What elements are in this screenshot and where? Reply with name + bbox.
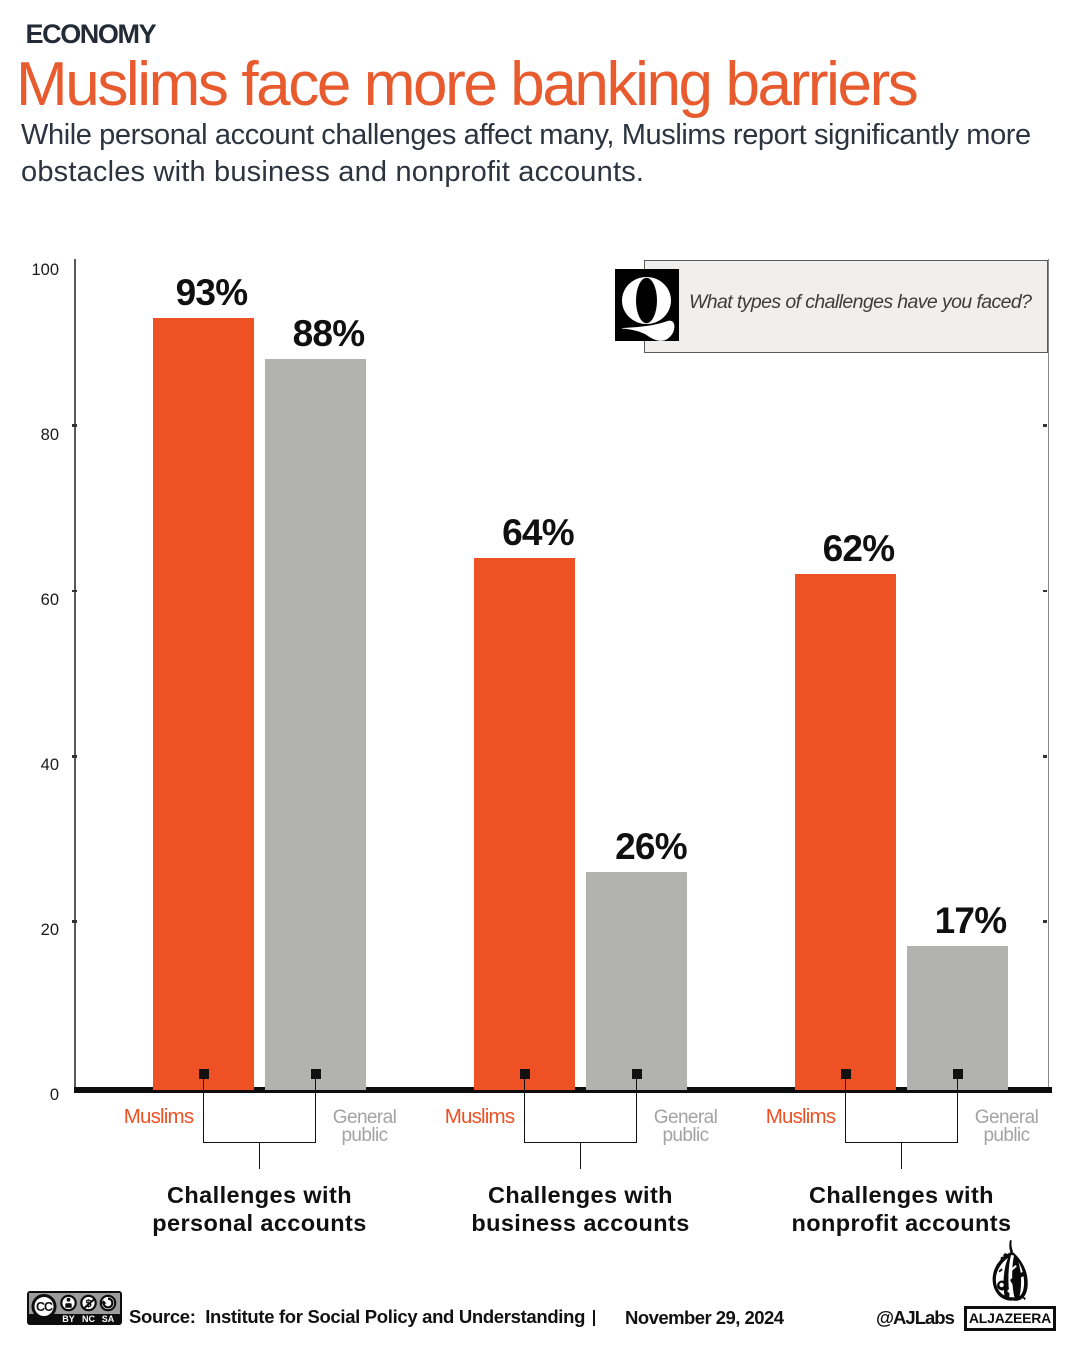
svg-text:CC: CC bbox=[36, 1300, 53, 1314]
svg-text:SA: SA bbox=[102, 1314, 115, 1324]
svg-text:NC: NC bbox=[82, 1314, 95, 1324]
svg-text:BY: BY bbox=[62, 1314, 75, 1324]
